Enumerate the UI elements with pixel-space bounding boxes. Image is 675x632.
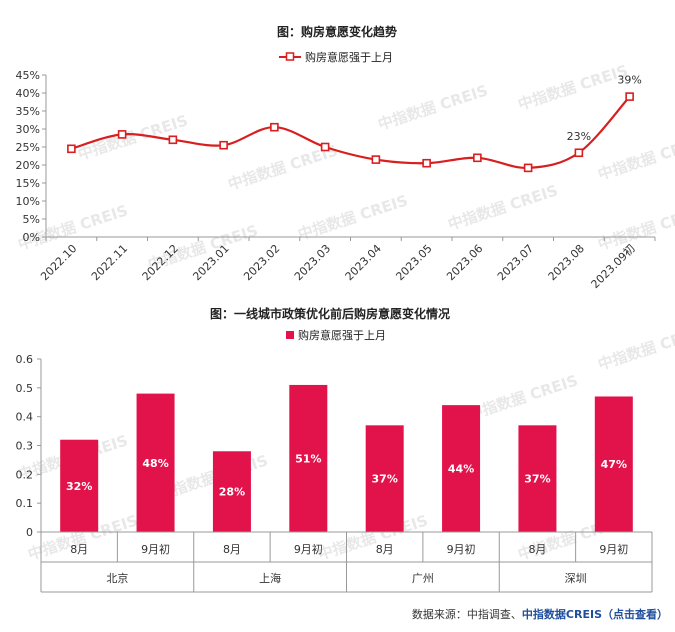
bar-legend: 购房意愿强于上月 bbox=[286, 328, 386, 342]
watermark-text: 中指数据 CREIS bbox=[596, 321, 675, 373]
line-x-tick-label: 2022.10 bbox=[38, 242, 79, 283]
watermark-text: 中指数据 CREIS bbox=[596, 201, 675, 253]
line-y-tick-label: 5% bbox=[23, 213, 40, 226]
line-y-tick-label: 15% bbox=[16, 177, 40, 190]
line-x-tick-label: 2023.04 bbox=[343, 242, 384, 283]
bar bbox=[442, 405, 481, 532]
line-chart: 0% 5% 10% 15% 20% 25% 30% 35% 40% 45% 2022.10 2022.… bbox=[16, 69, 656, 291]
line-point bbox=[473, 153, 482, 163]
bar-y-tick-label: 0.4 bbox=[16, 411, 34, 424]
line-x-tick-label: 2023.02 bbox=[241, 242, 282, 283]
line-point bbox=[67, 144, 76, 154]
bar-group-label: 北京 bbox=[106, 571, 128, 585]
bar-chart: 0 0.1 0.2 0.3 0.4 0.5 0.6 32% 8月 48% 9月初 28% 8月 51% 9月… bbox=[16, 353, 653, 593]
line-point bbox=[168, 135, 178, 145]
line-point bbox=[270, 122, 279, 132]
line-x-tick-label: 2023.03 bbox=[292, 242, 333, 283]
line-point bbox=[371, 155, 381, 164]
line-chart-title: 图：购房意愿变化趋势 bbox=[277, 24, 397, 39]
line-legend-marker bbox=[285, 52, 295, 61]
watermark-text: 中指数据 CREIS bbox=[516, 61, 630, 113]
bar-x-tick-label: 8月 bbox=[528, 543, 546, 556]
watermark-text: 中指数据 CREIS bbox=[466, 371, 580, 423]
bar-y-tick-label: 0.1 bbox=[16, 497, 34, 510]
line-point bbox=[523, 163, 533, 173]
bar-data-label: 51% bbox=[295, 452, 321, 465]
bar-group-label: 广州 bbox=[412, 572, 434, 585]
bar bbox=[60, 439, 99, 532]
source-click-hint[interactable]: （点击查看） bbox=[602, 607, 668, 621]
line-point bbox=[422, 158, 431, 168]
bar-legend-swatch bbox=[286, 331, 294, 339]
bar-x-tick-label: 8月 bbox=[70, 543, 88, 556]
bar-y-tick-label: 0.6 bbox=[16, 353, 34, 366]
source-brand-link[interactable]: 中指数据CREIS bbox=[522, 607, 602, 621]
bar-legend-label: 购房意愿强于上月 bbox=[298, 328, 386, 342]
bar-y-tick-label: 0.3 bbox=[16, 440, 34, 453]
bar bbox=[212, 451, 251, 532]
line-y-tick-label: 0% bbox=[23, 231, 40, 244]
line-point bbox=[117, 130, 127, 139]
line-legend: 购房意愿强于上月 bbox=[279, 50, 393, 64]
line-y-tick-label: 45% bbox=[16, 69, 40, 82]
watermark-text: 中指数据 CREIS bbox=[446, 181, 560, 233]
bar-x-tick-label: 9月初 bbox=[599, 542, 628, 556]
watermark-text: 中指数据 CREIS bbox=[596, 131, 675, 183]
bar-chart-title: 图：一线城市政策优化前后购房意愿变化情况 bbox=[210, 306, 450, 321]
bar bbox=[289, 384, 328, 532]
bar-y-tick-label: 0 bbox=[26, 526, 33, 539]
bar-x-tick-label: 9月初 bbox=[447, 542, 476, 556]
line-x-tick-label: 2023.05 bbox=[393, 242, 434, 283]
bar bbox=[136, 393, 175, 532]
bar-x-tick-label: 8月 bbox=[376, 543, 394, 556]
line-point bbox=[625, 92, 634, 101]
source-note: 数据来源：中指调查、中指数据CREIS（点击查看） bbox=[412, 607, 668, 621]
line-data-label: 39% bbox=[617, 74, 641, 87]
line-legend-label: 购房意愿强于上月 bbox=[305, 50, 393, 64]
bar-y-tick-label: 0.2 bbox=[16, 468, 34, 481]
line-point bbox=[320, 142, 330, 152]
bar-data-label: 44% bbox=[448, 463, 474, 476]
bar bbox=[594, 396, 633, 532]
source-prefix: 数据来源：中指调查、 bbox=[412, 607, 522, 621]
bar-y-tick-label: 0.5 bbox=[16, 382, 34, 395]
line-x-tick-label: 2023.08 bbox=[546, 242, 587, 283]
line-y-tick-label: 25% bbox=[16, 141, 40, 154]
line-y-tick-label: 35% bbox=[16, 105, 40, 118]
bar-data-label: 32% bbox=[66, 480, 92, 493]
bar bbox=[365, 425, 404, 532]
bar bbox=[518, 425, 557, 532]
line-point bbox=[574, 148, 584, 158]
bar-x-tick-label: 8月 bbox=[223, 543, 241, 556]
bar-data-label: 47% bbox=[601, 458, 627, 471]
bar-data-label: 28% bbox=[219, 486, 245, 499]
watermark-text: 中指数据 CREIS bbox=[376, 81, 490, 133]
line-x-tick-label: 2023.07 bbox=[495, 242, 536, 283]
line-x-tick-label: 2022.11 bbox=[89, 242, 130, 283]
line-y-tick-label: 20% bbox=[16, 159, 40, 172]
bar-x-tick-label: 9月初 bbox=[294, 542, 323, 556]
line-y-tick-label: 30% bbox=[16, 123, 40, 136]
watermark-text: 中指数据 CREIS bbox=[296, 191, 410, 243]
line-y-tick-label: 40% bbox=[16, 87, 40, 100]
line-y-tick-label: 10% bbox=[16, 195, 40, 208]
bar-data-label: 37% bbox=[372, 473, 398, 486]
line-point bbox=[219, 140, 228, 150]
bar-group-label: 上海 bbox=[259, 571, 281, 585]
bar-group-label: 深圳 bbox=[565, 572, 587, 585]
bar-data-label: 48% bbox=[142, 457, 168, 470]
line-data-label: 23% bbox=[567, 130, 591, 143]
line-x-tick-label: 2023.06 bbox=[444, 242, 485, 283]
bar-data-label: 37% bbox=[524, 473, 550, 486]
bar-x-tick-label: 9月初 bbox=[141, 542, 170, 556]
